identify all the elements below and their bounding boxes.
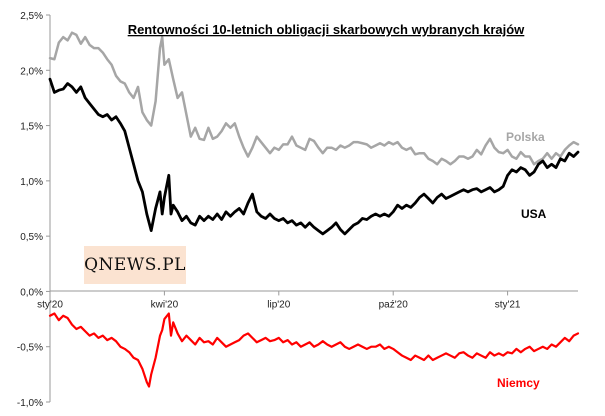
series-label-polska: Polska — [506, 130, 545, 144]
series-line-niemcy — [48, 312, 580, 388]
series-line-usa — [48, 77, 580, 236]
series-line-polska — [48, 31, 580, 166]
x-tick-label: paź'20 — [379, 299, 409, 310]
y-axis-ticks: 2,5% 2,0% 1,5% 1,0% 0,5% 0,0% -0,5% -1,0% — [17, 11, 50, 409]
series-label-niemcy: Niemcy — [497, 376, 540, 390]
y-tick-label: 0,0% — [20, 287, 43, 298]
series-lines — [48, 31, 580, 388]
x-tick-label: kwi'20 — [151, 299, 179, 310]
y-tick-label: -1,0% — [17, 398, 43, 409]
y-tick-label: 2,0% — [20, 66, 43, 77]
chart-title: Rentowności 10-letnich obligacji skarbow… — [128, 22, 525, 37]
x-axis-ticks: sty'20 kwi'20 lip'20 paź'20 sty'21 — [37, 291, 521, 310]
x-tick-label: sty'20 — [37, 299, 63, 310]
series-label-usa: USA — [521, 207, 547, 221]
logo-text: QNEWS.PL — [84, 255, 186, 275]
x-tick-label: sty'21 — [495, 299, 521, 310]
qnews-logo: QNEWS.PL — [84, 246, 186, 284]
y-tick-label: 0,5% — [20, 232, 43, 243]
y-tick-label: 1,0% — [20, 177, 43, 188]
y-tick-label: 1,5% — [20, 122, 43, 133]
y-tick-label: 2,5% — [20, 11, 43, 22]
y-tick-label: -0,5% — [17, 343, 43, 354]
x-tick-label: lip'20 — [267, 299, 290, 310]
